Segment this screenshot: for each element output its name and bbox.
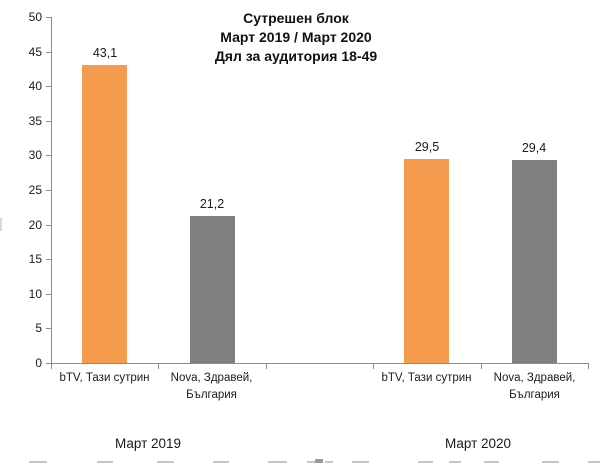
y-tick-label: 40 (28, 79, 42, 93)
x-axis-line (51, 363, 589, 364)
bar (190, 216, 235, 363)
y-tick (46, 86, 51, 87)
y-tick-label: 0 (35, 356, 42, 370)
cropped-text-artifact (268, 461, 287, 463)
cropped-edge-artifact (0, 218, 2, 231)
cropped-text-artifact (352, 461, 369, 463)
y-tick (46, 155, 51, 156)
x-tick (51, 363, 52, 369)
y-tick-label: 10 (28, 287, 42, 301)
cropped-text-artifact (325, 461, 333, 463)
category-label: bTV, Тази сутрин (373, 370, 480, 387)
cropped-text-artifact (307, 461, 318, 463)
cropped-text-artifact (542, 461, 559, 463)
y-tick-label: 25 (28, 183, 42, 197)
x-tick (481, 363, 482, 369)
cropped-text-artifact (315, 459, 323, 463)
cropped-text-artifact (484, 461, 499, 463)
category-label: Nova, Здравей, България (158, 370, 265, 404)
bar-value-label: 29,5 (414, 140, 440, 154)
group-label-march-2020: Март 2020 (444, 436, 512, 451)
chart-title-line-3: Дял за аудитория 18-49 (214, 48, 378, 64)
y-tick (46, 121, 51, 122)
bar (512, 160, 557, 363)
x-tick (158, 363, 159, 369)
category-label-line: Nova, Здравей, (493, 372, 576, 384)
y-tick (46, 52, 51, 53)
category-label-line: Nova, Здравей, (170, 372, 253, 384)
bar-value-label: 43,1 (92, 46, 118, 60)
y-tick-label: 50 (28, 10, 42, 24)
cropped-text-artifact (157, 461, 174, 463)
y-tick (46, 363, 51, 364)
y-tick-label: 45 (28, 45, 42, 59)
y-tick-label: 15 (28, 252, 42, 266)
x-tick (266, 363, 267, 369)
category-label-line: bTV, Тази сутрин (59, 372, 150, 384)
chart-title-line-1: Сутрешен блок (243, 10, 349, 26)
category-label: bTV, Тази сутрин (51, 370, 158, 387)
category-label: Nova, Здравей, България (481, 370, 588, 404)
x-tick (373, 363, 374, 369)
cropped-text-artifact (588, 461, 600, 463)
y-tick (46, 190, 51, 191)
category-label-line: bTV, Тази сутрин (381, 372, 472, 384)
category-label-line: България (509, 389, 560, 401)
cropped-text-artifact (213, 461, 229, 463)
chart-title: Сутрешен блок Март 2019 / Март 2020 Дял … (215, 9, 377, 66)
y-tick (46, 17, 51, 18)
bar-value-label: 29,4 (521, 141, 547, 155)
category-label-line: България (186, 389, 237, 401)
y-tick-label: 35 (28, 114, 42, 128)
y-tick (46, 328, 51, 329)
y-axis-line (51, 17, 52, 364)
y-tick-label: 30 (28, 148, 42, 162)
y-tick (46, 225, 51, 226)
bar-value-label: 21,2 (199, 197, 225, 211)
bar (404, 159, 449, 363)
y-tick-label: 5 (35, 321, 42, 335)
y-tick (46, 294, 51, 295)
cropped-text-artifact (449, 461, 461, 463)
bar (82, 65, 127, 363)
y-tick (46, 259, 51, 260)
cropped-text-artifact (97, 461, 113, 463)
cropped-text-artifact (29, 461, 47, 463)
x-tick (588, 363, 589, 369)
cropped-text-artifact (418, 461, 433, 463)
chart-title-line-2: Март 2019 / Март 2020 (220, 29, 372, 45)
y-tick-label: 20 (28, 218, 42, 232)
group-label-march-2019: Март 2019 (114, 436, 182, 451)
